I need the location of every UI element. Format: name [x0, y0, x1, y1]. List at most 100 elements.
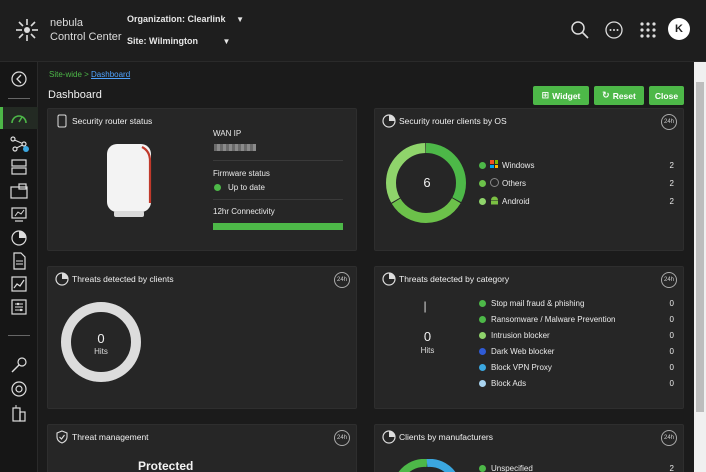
- brand-line2: Control Center: [50, 31, 122, 43]
- reset-button-label: Reset: [612, 90, 636, 101]
- category-label-ads: Block Ads: [491, 379, 527, 388]
- time-range-badge[interactable]: 24h: [334, 272, 350, 288]
- time-range-badge[interactable]: 24h: [661, 272, 677, 288]
- time-range-badge[interactable]: 24h: [334, 430, 350, 446]
- sidebar-active-indicator: [0, 107, 3, 129]
- category-label-ransomware: Ransomware / Malware Prevention: [491, 315, 616, 324]
- category-label-vpn: Block VPN Proxy: [491, 363, 552, 372]
- sidebar-item-clients-icon[interactable]: [9, 182, 29, 200]
- back-icon[interactable]: [9, 70, 29, 88]
- threats-by-clients-card: Threats detected by clients 24h 0 Hits: [47, 266, 357, 409]
- pie-chart-icon: [55, 272, 69, 286]
- category-count-phishing: 0: [669, 299, 674, 308]
- firmware-status-value: Up to date: [228, 183, 265, 192]
- breadcrumb-parent[interactable]: Site-wide >: [49, 70, 89, 79]
- sidebar-item-statistics-icon[interactable]: [9, 275, 29, 293]
- pie-chart-icon: [382, 272, 396, 286]
- threats-category-unit: Hits: [420, 346, 435, 355]
- card-title: Security router clients by OS: [399, 116, 507, 126]
- sidebar-item-analytics-icon[interactable]: [9, 229, 29, 247]
- sidebar-item-help-icon[interactable]: [9, 380, 29, 398]
- organization-value: Clearlink: [187, 14, 226, 24]
- time-range-badge[interactable]: 24h: [661, 430, 677, 446]
- main-scrollbar[interactable]: [694, 62, 706, 472]
- windows-icon: [490, 160, 498, 168]
- threats-client-count: 0: [97, 331, 105, 346]
- more-options-icon[interactable]: [604, 20, 624, 40]
- legend-dot: [479, 162, 486, 169]
- card-title: Security router status: [72, 116, 153, 126]
- category-count-ads: 0: [669, 379, 674, 388]
- connectivity-label: 12hr Connectivity: [213, 207, 275, 216]
- firmware-status-dot: [214, 184, 221, 191]
- site-label: Site:: [127, 36, 147, 46]
- category-dot-darkweb: [479, 348, 486, 355]
- apps-grid-icon[interactable]: [638, 20, 658, 40]
- category-label-phishing: Stop mail fraud & phishing: [491, 299, 585, 308]
- others-icon: [490, 178, 499, 187]
- firmware-status-label: Firmware status: [213, 169, 270, 178]
- sidebar-item-organization-icon[interactable]: [9, 404, 29, 422]
- organization-selector[interactable]: Organization: Clearlink ▼: [127, 14, 244, 24]
- widget-grid-icon: ⊞: [541, 90, 550, 100]
- sidebar-item-reports-icon[interactable]: [9, 252, 29, 270]
- site-selector[interactable]: Site: Wilmington ▼: [127, 36, 230, 46]
- user-avatar[interactable]: K: [668, 18, 690, 40]
- sidebar-item-devices-icon[interactable]: [9, 158, 29, 176]
- sidebar-divider: [8, 98, 30, 99]
- threats-client-unit: Hits: [94, 347, 108, 356]
- search-icon[interactable]: [570, 20, 590, 40]
- widget-button-label: Widget: [552, 90, 581, 101]
- connectivity-bar-fill: [213, 223, 343, 230]
- scrollbar-thumb[interactable]: [696, 82, 704, 412]
- os-count-windows: 2: [669, 161, 674, 170]
- wan-ip-label: WAN IP: [213, 129, 242, 138]
- sidebar-item-topology-icon[interactable]: [9, 135, 29, 153]
- category-dot-ads: [479, 380, 486, 387]
- time-range-badge[interactable]: 24h: [661, 114, 677, 130]
- os-label-android: Android: [502, 197, 530, 206]
- site-value: Wilmington: [149, 36, 198, 46]
- os-count-others: 2: [669, 179, 674, 188]
- breadcrumb-current[interactable]: Dashboard: [91, 70, 131, 79]
- os-count-android: 2: [669, 197, 674, 206]
- router-device-image: [107, 144, 152, 217]
- sidebar-item-dashboard-bg: [0, 107, 38, 129]
- legend-dot: [479, 180, 486, 187]
- threat-management-card: Threat management 24h Protected: [47, 424, 357, 472]
- organization-label: Organization:: [127, 14, 185, 24]
- card-title: Threat management: [72, 432, 149, 442]
- clients-by-manufacturer-card: Clients by manufacturers 24h Unspecified…: [374, 424, 684, 472]
- divider: [213, 160, 343, 161]
- shield-icon: [56, 430, 68, 444]
- legend-dot: [479, 465, 486, 472]
- close-button[interactable]: Close: [649, 86, 684, 105]
- sidebar-item-dashboard-icon[interactable]: [9, 109, 29, 127]
- os-segment-others: [386, 143, 466, 223]
- sidebar-item-license-icon[interactable]: [9, 356, 29, 374]
- threats-by-category-card: Threats detected by category 24h | 0 Hit…: [374, 266, 684, 409]
- android-icon: [491, 196, 498, 205]
- manufacturer-count-unspecified: 2: [669, 464, 674, 472]
- widget-button[interactable]: ⊞ Widget: [533, 86, 589, 105]
- sidebar-item-settings-icon[interactable]: [9, 298, 29, 316]
- chevron-down-icon: ▼: [222, 37, 231, 46]
- card-title: Clients by manufacturers: [399, 432, 494, 442]
- os-label-others: Others: [502, 179, 527, 188]
- os-donut-chart: [386, 143, 466, 223]
- pie-chart-icon: [382, 430, 396, 444]
- wan-ip-redacted: [214, 144, 256, 151]
- brand-line1: nebula: [50, 17, 84, 29]
- security-router-status-card: Security router status WAN IP Firmware s…: [47, 108, 357, 251]
- category-dot-intrusion: [479, 332, 486, 339]
- manufacturer-label-unspecified: Unspecified: [491, 464, 533, 472]
- category-dot-vpn: [479, 364, 486, 371]
- page-title: Dashboard: [48, 89, 102, 101]
- sidebar-item-monitor-icon[interactable]: [9, 205, 29, 223]
- nebula-logo-icon[interactable]: [15, 18, 39, 42]
- reset-button[interactable]: ↻ Reset: [594, 86, 644, 105]
- os-segment-android: [386, 143, 466, 223]
- brand-name: nebula Control Center: [50, 16, 122, 44]
- os-total-count: 6: [423, 175, 431, 190]
- category-count-vpn: 0: [669, 363, 674, 372]
